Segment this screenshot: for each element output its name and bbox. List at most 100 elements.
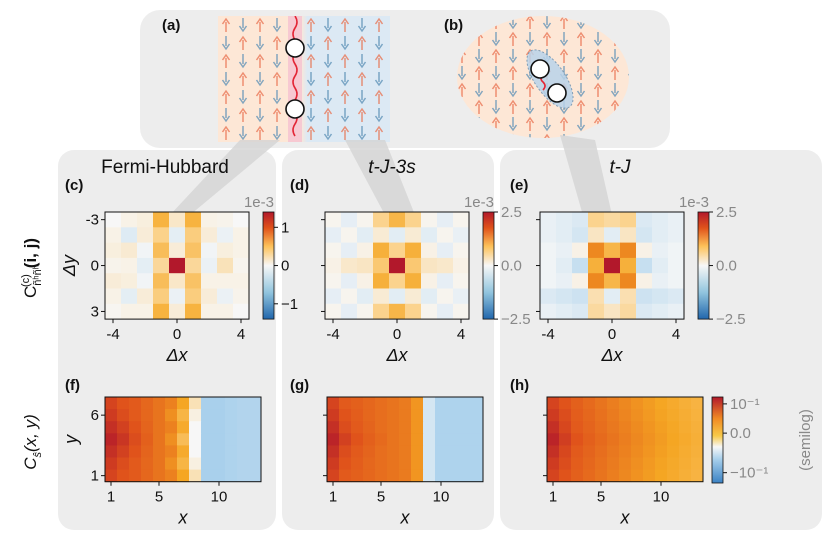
heatmap-cell <box>213 421 226 434</box>
colorbar <box>262 211 275 320</box>
heatmap-cell <box>177 409 190 422</box>
column-title: Fermi-Hubbard <box>101 157 229 178</box>
heatmap-cell <box>643 445 656 458</box>
heatmap-cell <box>620 288 637 305</box>
heatmap-cell <box>691 397 704 410</box>
heatmap-cell <box>327 421 340 434</box>
heatmap-cell <box>547 397 560 410</box>
spin-down-arrow <box>255 72 265 87</box>
heatmap-cell <box>141 469 154 483</box>
panel-label-a: (a) <box>162 17 180 34</box>
heatmap-cell <box>201 273 218 289</box>
heatmap-cell <box>169 288 186 305</box>
heatmap-cell <box>137 242 154 259</box>
colorbar <box>482 211 495 320</box>
spin-down-arrow <box>374 72 384 87</box>
heatmap-cell <box>201 212 218 228</box>
heatmap-cell <box>117 445 130 458</box>
heatmap-cell <box>121 273 138 289</box>
heatmap-cell <box>189 397 202 410</box>
heatmap-cell <box>583 433 596 446</box>
sdw-row-label: Cŝ(x, y) <box>21 414 44 470</box>
heatmap-cell <box>177 469 190 483</box>
heatmap-cell <box>373 288 390 305</box>
heatmap-cell <box>540 288 557 305</box>
heatmap-cell <box>547 445 560 458</box>
heatmap-cell <box>453 288 470 305</box>
spin-up-arrow <box>610 65 620 80</box>
spin-down-arrow <box>323 90 333 105</box>
heatmap-cell <box>435 433 448 446</box>
heatmap-cell <box>339 421 352 434</box>
spin-down-arrow <box>491 100 501 115</box>
heatmap-cell <box>595 457 608 470</box>
heatmap-cell <box>373 227 390 243</box>
spin-up-arrow <box>491 48 501 63</box>
heatmap-cell <box>237 457 250 470</box>
heatmap-cell <box>399 445 412 458</box>
spin-up-arrow <box>491 82 501 97</box>
spin-down-arrow <box>255 108 265 123</box>
heatmap-cell <box>399 409 412 422</box>
heatmap-cell <box>435 457 448 470</box>
heatmap-cell <box>447 421 460 434</box>
heatmap-cell <box>121 257 138 274</box>
heatmap-cell <box>325 212 342 228</box>
heatmap-cell <box>556 242 573 259</box>
heatmap-cell <box>447 409 460 422</box>
heatmap-cell <box>249 469 262 483</box>
heatmap-cell <box>233 303 250 320</box>
heatmap-cell <box>351 433 364 446</box>
heatmap-cell <box>471 445 484 458</box>
heatmap-cell <box>169 257 186 274</box>
sdw-heatmap-f: (f) 1 5 10 6 1 x y <box>61 377 262 528</box>
heatmap-cell <box>237 421 250 434</box>
x-axis-label: Δx <box>600 345 623 365</box>
heatmap-cell <box>201 469 214 483</box>
heatmap-cell <box>169 212 186 228</box>
heatmap-cell <box>249 433 262 446</box>
heatmap-cell <box>421 288 438 305</box>
heatmap-cell <box>375 445 388 458</box>
heatmap-cell <box>435 397 448 410</box>
heatmap-cell <box>249 397 262 410</box>
heatmap-cell <box>387 433 400 446</box>
heatmap-cell <box>459 409 472 422</box>
heatmap-cell <box>141 457 154 470</box>
heatmap-cell <box>604 288 621 305</box>
heatmap-cell <box>619 421 632 434</box>
heatmap-cell <box>447 469 460 483</box>
heatmap-cell <box>411 469 424 483</box>
spin-up-arrow <box>508 99 518 114</box>
heatmap-cell <box>459 433 472 446</box>
heatmap-cell <box>357 242 374 259</box>
spin-up-arrow <box>542 99 552 114</box>
heatmap-cell <box>588 242 605 259</box>
heatmap-cell <box>411 433 424 446</box>
heatmap-cell <box>105 303 122 320</box>
heatmap-cell <box>668 257 685 274</box>
heatmap-cell <box>233 257 250 274</box>
heatmap-cell <box>423 397 436 410</box>
heatmap-cell <box>341 257 358 274</box>
heatmap-cell <box>667 469 680 483</box>
heatmap-cell <box>453 257 470 274</box>
heatmap-cell <box>327 457 340 470</box>
spin-down-arrow <box>508 49 518 64</box>
heatmap-cell <box>117 409 130 422</box>
heatmap-cell <box>571 421 584 434</box>
heatmap-cell <box>325 242 342 259</box>
x-tick-label: 0 <box>393 326 401 343</box>
heatmap-cell <box>169 227 186 243</box>
heatmap-cell <box>556 303 573 320</box>
heatmap-cell <box>411 421 424 434</box>
spin-down-arrow <box>323 54 333 69</box>
heatmap-cell <box>363 457 376 470</box>
heatmap-cell <box>405 288 422 305</box>
spin-up-arrow <box>559 48 569 63</box>
x-tick-label: 4 <box>237 326 245 343</box>
heatmap-cell <box>453 273 470 289</box>
heatmap-cell <box>129 409 142 422</box>
heatmap-cell <box>153 242 170 259</box>
spin-down-arrow <box>306 36 316 51</box>
